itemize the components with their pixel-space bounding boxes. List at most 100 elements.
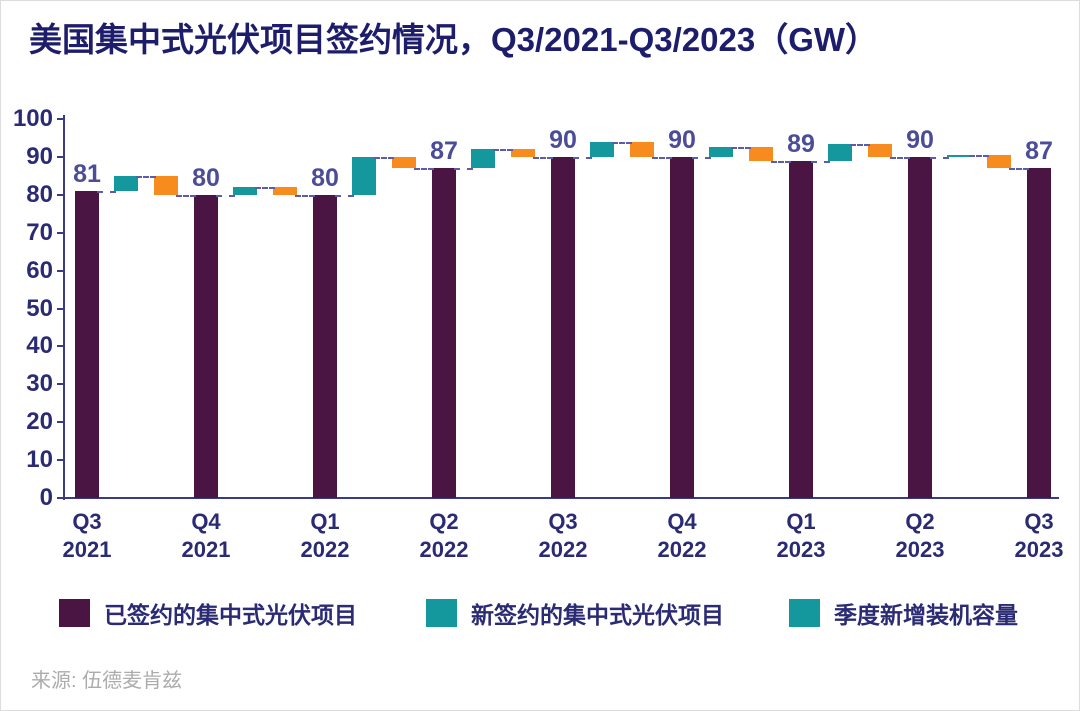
connector-line xyxy=(136,175,156,178)
source-note: 来源: 伍德麦肯兹 xyxy=(31,670,183,692)
new-contract-bar xyxy=(947,155,971,157)
y-axis-tick xyxy=(57,155,63,158)
connector-line xyxy=(374,156,394,159)
y-axis-tick xyxy=(57,231,63,234)
y-tick-label: 10 xyxy=(26,446,53,474)
x-axis-label-quarter: Q1 xyxy=(786,509,816,534)
connector-line xyxy=(890,156,910,159)
new-contract-bar xyxy=(709,147,733,157)
bar-value-label: 90 xyxy=(906,125,934,154)
x-axis-label-quarter: Q4 xyxy=(667,509,697,534)
connector-line xyxy=(612,141,632,144)
legend-swatch-icon xyxy=(426,599,457,627)
installed-bar xyxy=(154,175,178,195)
legend-swatch-icon xyxy=(789,599,820,627)
y-axis-tick xyxy=(57,307,63,310)
y-axis-line xyxy=(63,115,65,500)
new-contract-bar xyxy=(471,149,495,169)
legend-item-label: 新签约的集中式光伏项目 xyxy=(471,602,724,628)
x-axis-label-year: 2022 xyxy=(657,537,707,562)
bar-value-label: 80 xyxy=(311,163,339,192)
x-axis-label: Q2 2022 xyxy=(396,508,492,564)
x-axis-label-year: 2023 xyxy=(776,537,826,562)
y-tick-label: 80 xyxy=(26,180,53,208)
legend-item-label: 已签约的集中式光伏项目 xyxy=(104,602,357,628)
connector-line xyxy=(850,143,870,146)
x-axis-label: Q3 2023 xyxy=(991,508,1079,564)
connector-line xyxy=(652,156,672,159)
legend-item: 已签约的集中式光伏项目 xyxy=(59,598,357,628)
installed-bar xyxy=(749,147,773,161)
new-contract-bar xyxy=(233,187,257,195)
bar-value-label: 87 xyxy=(1025,137,1053,166)
connector-line xyxy=(692,156,711,159)
connector-line xyxy=(176,194,196,197)
y-axis-tick xyxy=(57,497,63,499)
connector-line xyxy=(335,194,354,197)
x-axis-line xyxy=(63,497,1059,499)
connector-line xyxy=(533,156,553,159)
y-tick-label: 70 xyxy=(26,218,53,246)
y-tick-label: 60 xyxy=(26,256,53,284)
bar-value-label: 81 xyxy=(73,160,101,188)
new-contract-bar xyxy=(590,141,614,157)
contracted-bar xyxy=(908,156,932,498)
bar-value-label: 90 xyxy=(549,125,577,154)
x-axis-label-year: 2021 xyxy=(181,537,231,562)
y-axis-tick xyxy=(57,383,63,386)
x-axis-label: Q1 2022 xyxy=(277,508,373,564)
x-axis-label-year: 2022 xyxy=(419,537,469,562)
connector-line xyxy=(255,187,275,190)
connector-line xyxy=(97,191,116,193)
x-axis-label: Q1 2023 xyxy=(753,508,849,564)
x-axis-label: Q4 2022 xyxy=(634,508,730,564)
bar-value-label: 89 xyxy=(787,129,815,158)
y-axis-tick xyxy=(57,345,63,348)
connector-line xyxy=(1009,168,1029,171)
legend-swatch-icon xyxy=(59,599,90,627)
x-axis-label-year: 2021 xyxy=(62,537,112,562)
y-axis-tick xyxy=(57,193,63,196)
connector-line xyxy=(771,160,791,163)
y-tick-label: 100 xyxy=(12,105,53,132)
x-axis-label: Q2 2023 xyxy=(872,508,968,564)
installed-bar xyxy=(511,149,535,157)
contracted-bar xyxy=(432,168,456,498)
x-axis-label-quarter: Q3 xyxy=(1024,509,1054,534)
legend-item: 季度新增装机容量 xyxy=(789,598,1018,628)
x-axis-label-quarter: Q3 xyxy=(548,509,578,534)
connector-line xyxy=(731,147,751,150)
contracted-bar xyxy=(789,160,813,498)
x-axis-label-quarter: Q2 xyxy=(429,509,459,534)
contracted-bar xyxy=(194,194,218,498)
x-axis-label: Q3 2021 xyxy=(39,508,135,564)
installed-bar xyxy=(273,187,297,195)
x-axis-label-year: 2023 xyxy=(895,537,945,562)
x-axis-label: Q4 2021 xyxy=(158,508,254,564)
connector-line xyxy=(969,155,989,157)
legend-item: 新签约的集中式光伏项目 xyxy=(426,598,724,628)
contracted-bar xyxy=(313,194,337,498)
connector-line xyxy=(295,194,315,197)
contracted-bar xyxy=(75,191,99,498)
connector-line xyxy=(493,149,513,152)
x-axis-label-year: 2022 xyxy=(538,537,588,562)
x-axis-label-year: 2023 xyxy=(1014,537,1064,562)
x-axis-label-quarter: Q3 xyxy=(72,509,102,534)
contracted-bar xyxy=(1027,168,1051,498)
contracted-bar xyxy=(670,156,694,498)
connector-line xyxy=(414,168,434,171)
x-axis-label-year: 2022 xyxy=(300,537,350,562)
x-axis-label-quarter: Q2 xyxy=(905,509,935,534)
contracted-bar xyxy=(551,156,575,498)
bar-value-label: 87 xyxy=(430,137,458,166)
y-tick-label: 0 xyxy=(39,484,53,511)
connector-line xyxy=(573,156,592,159)
y-axis-tick xyxy=(57,118,63,120)
y-axis-tick xyxy=(57,459,63,462)
y-tick-label: 50 xyxy=(26,294,53,322)
installed-bar xyxy=(630,141,654,157)
installed-bar xyxy=(868,143,892,157)
installed-bar xyxy=(392,156,416,169)
